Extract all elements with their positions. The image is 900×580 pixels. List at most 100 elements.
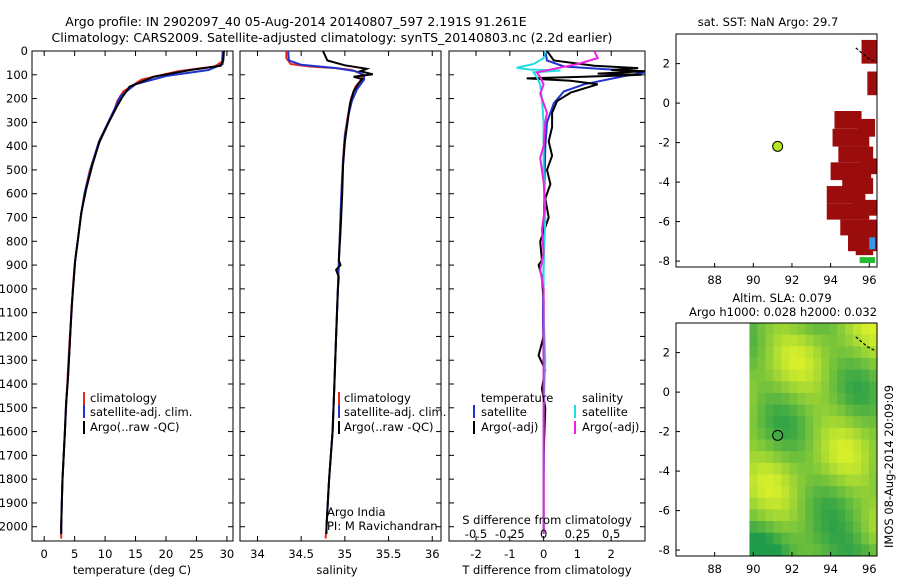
sla-cell [757,544,766,557]
sla-cell [853,462,862,475]
sst-cell-blue [869,237,876,250]
sla-cell [781,532,790,545]
sla-cell [789,357,798,371]
lat-tick-label: -2 [659,136,670,150]
sla-cell [869,369,878,382]
sla-cell [821,497,830,510]
sla-cell [813,451,822,464]
sla-cell [797,404,806,417]
lon-tick-label: 96 [862,273,877,287]
sla-cell [845,416,854,429]
sla-cell [837,381,846,394]
depth-tick-label: 800 [6,234,28,248]
sla-cell [765,334,774,347]
sla-cell [797,357,806,371]
sla-cell [837,532,846,545]
sla-cell [757,497,766,510]
x-tick-label: 10 [98,547,113,561]
sla-cell [829,451,838,464]
depth-tick-label: 300 [6,115,28,129]
sla-cell [789,381,798,394]
sla-cell [773,439,782,452]
sst-map-title: sat. SST: NaN Argo: 29.7 [698,15,839,29]
sla-cell [797,532,806,545]
sla-cell [845,323,854,336]
legend-s-argo: Argo(-adj) [582,420,639,434]
depth-tick-label: 1000 [0,282,28,296]
sla-cell [749,532,758,545]
sla-cell [829,497,838,510]
salinity-xlabel: salinity [316,563,357,577]
sla-cell [821,521,830,534]
sla-cell [749,439,758,452]
sla-cell [853,392,862,406]
pi-label: PI: M Ravichandran [327,519,438,533]
temperature-xlabel: temperature (deg C) [73,563,191,577]
sla-cell [757,369,766,382]
sla-cell [765,404,774,417]
sla-cell [797,392,806,406]
sla-cell [797,509,806,522]
sst-cell [826,186,866,204]
sla-cell [821,462,830,475]
sla-cell [773,509,782,522]
sla-cell [765,532,774,545]
sla-cell [765,486,774,499]
sla-cell [773,323,782,336]
sla-cell [813,544,822,557]
sla-cell [805,521,814,534]
x-tick-label: 34.5 [288,547,314,561]
lon-tick-label: 90 [746,273,761,287]
sla-cell [789,334,798,347]
lon-tick-label: 92 [785,273,800,287]
sla-cell [861,486,870,499]
sla-cell [789,323,798,336]
float-position-marker [772,429,784,441]
lon-tick-label: 94 [823,562,838,576]
sla-cell [869,416,878,429]
sla-cell [765,323,774,336]
sla-cell [773,369,782,382]
sla-cell [821,369,830,382]
lon-tick-label: 90 [746,562,761,576]
sla-cell [789,416,798,429]
sla-cell [829,346,838,359]
sla-cell [789,544,798,557]
sla-cell [765,462,774,475]
sst-latitude-axis: 2 0 -2 -4 -6 -8 [659,57,680,268]
sla-cell [853,346,862,359]
sla-cell [813,416,822,429]
sla-cell [837,497,846,510]
sla-cell [749,427,758,440]
sla-cell [805,427,814,440]
sla-cell [781,369,790,382]
sla-cell [829,334,838,347]
sla-cell [765,521,774,534]
depth-tick-label: 1800 [0,472,28,486]
sla-cell [861,497,870,510]
sla-cell [821,427,830,440]
salinity-legend: climatology satellite-adj. clim. Argo(..… [338,391,446,434]
sla-cell [813,462,822,475]
sla-cell [757,509,766,522]
legend-s-satellite: satellite [582,405,628,419]
sla-cell [861,357,870,371]
x-tick-label: 5 [71,547,78,561]
sla-cell [821,439,830,452]
sla-cell [869,357,878,371]
sla-cell [749,346,758,359]
sla-cell [845,334,854,347]
sst-cell [832,128,870,147]
legend-temperature-title: temperature [481,391,553,405]
sla-cell [773,544,782,557]
s-difference-label: S difference from climatology [462,513,632,527]
sla-cell [853,532,862,545]
sla-cell [757,346,766,359]
sla-cell [861,439,870,452]
temperature-series-group [60,50,225,539]
sla-cell [845,346,854,359]
sla-cell [829,439,838,452]
depth-tick-label: 100 [6,68,28,82]
sla-cell [837,427,846,440]
sla-cell [837,392,846,406]
